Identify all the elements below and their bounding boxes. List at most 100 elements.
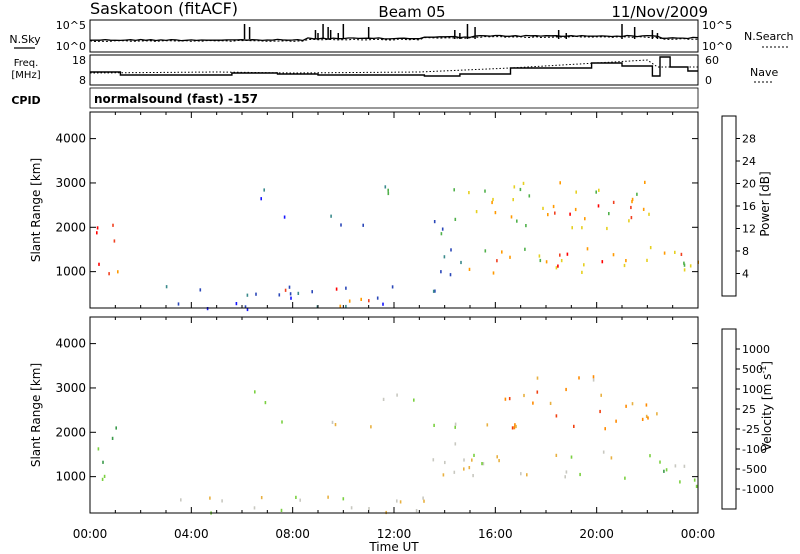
- colorbar-tick-label: -100: [742, 443, 767, 456]
- scatter-cell: [532, 401, 534, 405]
- scatter-cell: [665, 468, 668, 472]
- scatter-cell: [536, 390, 539, 394]
- scatter-cell: [631, 197, 634, 201]
- scatter-cell: [486, 423, 489, 427]
- scatter-cell: [645, 403, 648, 407]
- colorbar-frame: [721, 115, 737, 297]
- scatter-cell: [498, 459, 500, 463]
- scatter-cell: [695, 484, 698, 488]
- y-tick-label: 2000: [55, 425, 86, 439]
- scatter-cell: [523, 393, 525, 398]
- scatter-cell: [602, 450, 605, 454]
- power-scatter-cells: [96, 180, 699, 312]
- scatter-cell: [206, 307, 209, 311]
- scatter-cell: [399, 500, 402, 504]
- scatter-cell: [260, 197, 262, 201]
- scatter-cell: [515, 424, 517, 429]
- colorbar-tick-label: -25: [742, 423, 760, 436]
- x-tick-label: 12:00: [377, 527, 412, 541]
- scatter-cell: [288, 285, 291, 289]
- scatter-cell: [103, 474, 106, 478]
- x-axis-ticks: 00:00 04:00 08:00 12:00 16:00 20:00 00:00: [73, 527, 716, 541]
- scatter-cell: [360, 297, 362, 301]
- scatter-cell: [536, 376, 539, 380]
- scatter-cell: [625, 259, 627, 263]
- scatter-cell: [569, 212, 571, 216]
- scatter-cell: [549, 401, 552, 405]
- colorbar-tick-label: 28: [742, 133, 756, 146]
- colorbar-tick-label: 8: [742, 245, 749, 258]
- scatter-cell: [510, 215, 513, 219]
- scatter-cell: [345, 304, 347, 309]
- nave-tick-top: 60: [705, 54, 719, 67]
- scatter-cell: [574, 207, 577, 212]
- scatter-cell: [649, 454, 651, 458]
- scatter-cell: [454, 217, 457, 221]
- scatter-cell: [348, 299, 351, 303]
- colorbar-tick-label: 20: [742, 178, 756, 191]
- scatter-cell: [481, 462, 483, 466]
- nsearch-tick-top: 10^5: [702, 19, 732, 32]
- scatter-cell: [442, 473, 445, 477]
- nsearch-series: [89, 35, 699, 43]
- nsky-series: [90, 34, 699, 42]
- scatter-cell: [663, 469, 665, 473]
- cpid-panel-frame: [89, 87, 699, 109]
- scatter-cell: [413, 398, 415, 402]
- scatter-cell: [281, 420, 283, 424]
- velocity-panel-frame: [89, 316, 699, 514]
- scatter-cell: [509, 255, 511, 259]
- scatter-cell: [625, 404, 627, 408]
- scatter-cell: [570, 455, 573, 459]
- scatter-cell: [581, 226, 583, 230]
- scatter-cell: [468, 191, 470, 195]
- scatter-cell: [610, 456, 613, 460]
- velocity-axes: 1000 2000 3000 4000: [55, 317, 699, 513]
- scatter-cell: [482, 462, 485, 466]
- scatter-cell: [97, 447, 100, 451]
- scatter-cell: [683, 261, 685, 265]
- x-tick-label: 00:00: [681, 527, 716, 541]
- scatter-cell: [630, 216, 633, 220]
- scatter-cell: [102, 460, 104, 464]
- scatter-cell: [463, 458, 465, 462]
- scatter-cell: [289, 292, 292, 296]
- scatter-cell: [113, 239, 116, 243]
- scatter-cell: [475, 210, 478, 214]
- scatter-cell: [391, 285, 394, 289]
- scatter-cell: [311, 290, 313, 294]
- scatter-cell: [575, 190, 577, 194]
- scatter-cell: [440, 270, 442, 274]
- scatter-cell: [631, 200, 633, 204]
- scatter-cell: [264, 401, 267, 405]
- scatter-cell: [519, 187, 522, 192]
- scatter-cell: [642, 207, 645, 211]
- colorbar-tick-label: 1000: [742, 343, 770, 356]
- x-tick-label: 00:00: [73, 527, 108, 541]
- scatter-cell: [679, 480, 681, 484]
- scatter-cell: [387, 188, 389, 192]
- scatter-cell: [644, 180, 646, 184]
- scatter-cell: [463, 467, 465, 471]
- scatter-cell: [492, 271, 495, 275]
- scatter-cell: [555, 453, 558, 457]
- scatter-cell: [513, 426, 516, 430]
- scatter-cell: [612, 200, 615, 204]
- colorbar-tick-label: 12: [742, 223, 756, 236]
- power-panel-frame: [89, 111, 699, 309]
- scatter-cell: [542, 206, 544, 210]
- scatter-cell: [492, 197, 494, 202]
- scatter-cell: [516, 219, 518, 223]
- scatter-cell: [235, 302, 238, 306]
- scatter-cell: [443, 255, 446, 259]
- colorbar-tick-label: 16: [742, 200, 756, 213]
- scatter-cell: [387, 191, 390, 196]
- scatter-cell: [628, 219, 630, 223]
- scatter-cell: [557, 264, 559, 268]
- scatter-cell: [598, 188, 600, 192]
- scatter-cell: [565, 470, 568, 474]
- power-colorbar-label: Power [dB]: [758, 171, 772, 236]
- scatter-cell: [376, 296, 379, 300]
- colorbar-tick-label: -1000: [742, 483, 774, 496]
- scatter-cell: [512, 198, 514, 202]
